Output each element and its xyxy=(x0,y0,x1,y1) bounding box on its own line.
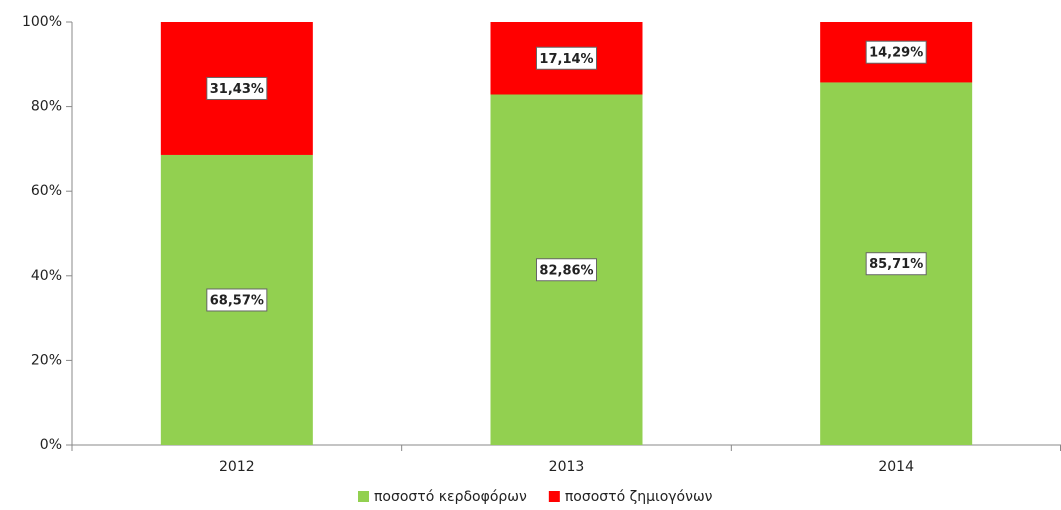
legend-swatch xyxy=(548,491,560,502)
y-tick-label: 0% xyxy=(40,437,62,453)
data-label: 85,71% xyxy=(869,257,923,272)
y-tick-label: 80% xyxy=(31,99,62,115)
data-label-box xyxy=(206,288,268,312)
y-tick-label: 100% xyxy=(22,14,62,30)
y-tick-label: 60% xyxy=(31,183,62,199)
x-tick-label: 2012 xyxy=(219,459,255,475)
data-label: 31,43% xyxy=(210,82,264,97)
data-label-box xyxy=(536,46,597,70)
data-label: 82,86% xyxy=(539,263,593,278)
legend-label: ποσοστό κερδοφόρων xyxy=(374,489,527,505)
y-tick-label: 40% xyxy=(31,268,62,284)
y-tick-label: 20% xyxy=(31,352,62,368)
data-label-box xyxy=(865,40,927,64)
data-label: 17,14% xyxy=(539,52,593,67)
x-tick-label: 2013 xyxy=(549,459,585,475)
legend-label: ποσοστό ζημιογόνων xyxy=(565,489,713,505)
data-label: 68,57% xyxy=(210,293,264,308)
x-tick-label: 2014 xyxy=(878,459,914,475)
legend-swatch xyxy=(358,491,369,502)
data-label-box xyxy=(206,76,268,100)
data-label: 14,29% xyxy=(869,46,923,61)
data-label-box xyxy=(536,258,597,282)
data-label-box xyxy=(865,252,927,276)
